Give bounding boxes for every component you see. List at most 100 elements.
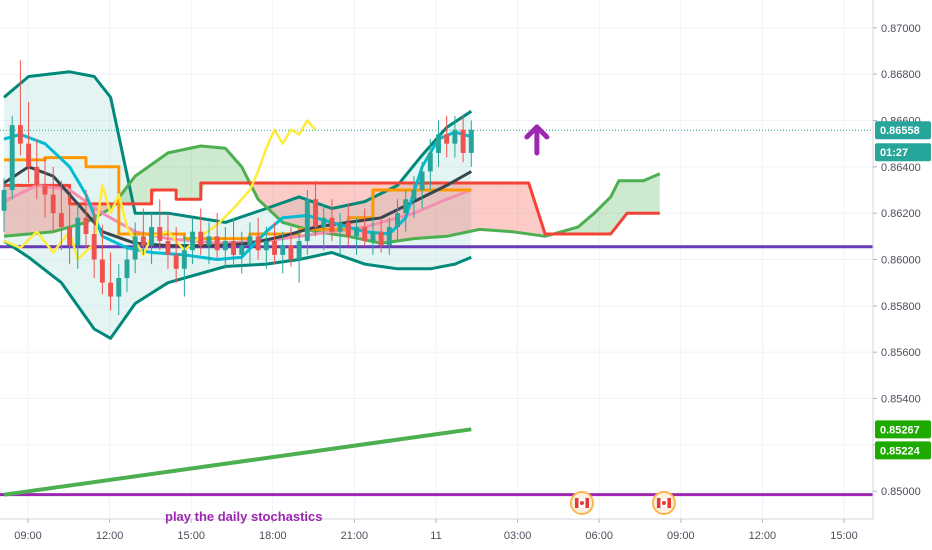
candle (427, 139, 433, 190)
ichimoku-cloud-fill (631, 180, 636, 214)
candle (190, 217, 196, 265)
candle-body (231, 240, 237, 255)
candle (91, 208, 97, 279)
candle-body (222, 240, 228, 251)
ichimoku-cloud-fill (143, 167, 148, 204)
flag-leaf (579, 501, 584, 505)
candle (75, 203, 81, 269)
candle (140, 208, 146, 255)
candle-body (468, 129, 474, 153)
candle (58, 180, 64, 251)
ichimoku-cloud-fill (233, 157, 238, 183)
ichimoku-cloud-fill (16, 185, 21, 236)
candle (17, 60, 23, 156)
ichimoku-cloud-fill (610, 188, 615, 234)
candle-body (58, 213, 64, 228)
ichimoku-cloud-fill (508, 183, 513, 232)
candle (222, 227, 228, 269)
candle-body (354, 227, 359, 237)
candle (313, 180, 318, 237)
ichimoku-cloud-fill (504, 183, 509, 232)
up-arrow-icon (524, 124, 550, 156)
ichimoku-cloud-fill (590, 213, 595, 234)
candle (132, 222, 138, 274)
ichimoku-cloud-fill (299, 183, 304, 229)
candle (452, 115, 458, 158)
price-tag: 0.85224 (875, 441, 931, 460)
ichimoku-cloud-fill (639, 180, 644, 214)
ichimoku-cloud-fill (336, 183, 341, 236)
ichimoku-cloud-fill (168, 152, 173, 190)
ichimoku-cloud-fill (438, 183, 443, 237)
ichimoku-cloud-fill (135, 173, 140, 204)
candle-body (452, 129, 458, 144)
ichimoku-cloud-fill (209, 146, 214, 183)
ichimoku-cloud-fill (651, 175, 656, 214)
price-tag-box (875, 441, 931, 460)
candle (173, 227, 179, 283)
ichimoku-cloud-fill (635, 180, 640, 214)
ichimoku-cloud-fill (155, 158, 160, 190)
ichimoku-cloud-fill (491, 183, 496, 231)
time-tick-label: 15:00 (177, 530, 205, 542)
candle (386, 217, 392, 255)
candle (9, 115, 15, 200)
ichimoku-cloud-fill (266, 183, 271, 211)
ichimoku-cloud-fill (520, 183, 525, 234)
ichimoku-cloud-fill (524, 183, 529, 234)
ichimoku-cloud-fill (623, 180, 628, 219)
ichimoku-cloud-fill (159, 155, 164, 190)
ichimoku-cloud-fill (512, 183, 517, 233)
ichimoku-cloud-fill (217, 147, 222, 183)
canada-flag-icon[interactable] (569, 491, 594, 515)
candle-body (304, 199, 310, 241)
ichimoku-cloud-fill (139, 170, 144, 204)
candle (436, 120, 441, 167)
ichimoku-cloud-fill (172, 151, 177, 190)
candle (395, 199, 400, 241)
ichimoku-cloud-fill (36, 185, 41, 234)
candle-body (411, 189, 417, 200)
price-tag-label: 0.85267 (880, 424, 920, 436)
candle-body (444, 134, 450, 144)
price-tag-box (875, 121, 931, 140)
ichimoku-cloud-fill (192, 146, 197, 200)
price-tick-label: 0.86000 (881, 255, 921, 267)
price-tick-label: 0.86200 (881, 208, 921, 220)
price-tag-label: 0.85224 (880, 445, 921, 457)
ichimoku-cloud-fill (627, 180, 632, 214)
candle-body (83, 217, 89, 235)
ichimoku-cloud-fill (356, 183, 361, 239)
ichimoku-cloud-fill (487, 183, 492, 231)
candle-body (206, 236, 212, 246)
candle (99, 224, 105, 295)
ichimoku-cloud-fill (360, 183, 365, 240)
candle-body (362, 227, 368, 241)
time-axis[interactable]: 09:00 12:00 15:00 18:00 21:00 11 03:00 06:00 09:… (14, 519, 858, 542)
candle (116, 264, 122, 316)
candle-body (403, 199, 409, 214)
price-tag-label: 01:27 (880, 147, 908, 159)
ichimoku-cloud-fill (225, 148, 230, 183)
candle-body (345, 222, 351, 237)
candle (34, 139, 40, 200)
ichimoku-cloud-fill (495, 183, 500, 231)
candle-body (419, 171, 425, 190)
ichimoku-cloud-fill (8, 185, 13, 236)
candle-body (386, 227, 392, 246)
flag-band-left (656, 498, 661, 508)
ichimoku-cloud-fill (381, 183, 386, 244)
time-tick-label: 09:00 (667, 530, 695, 542)
candle-body (280, 245, 286, 255)
ichimoku-cloud-fill (40, 185, 45, 233)
candle (214, 213, 220, 260)
candle-body (132, 236, 138, 260)
ichimoku-cloud-fill (163, 152, 168, 190)
flag-band-left (574, 498, 579, 508)
candle-body (42, 185, 48, 195)
candle (345, 203, 351, 246)
ichimoku-cloud-fill (213, 147, 218, 183)
canada-flag-icon[interactable] (651, 491, 676, 515)
